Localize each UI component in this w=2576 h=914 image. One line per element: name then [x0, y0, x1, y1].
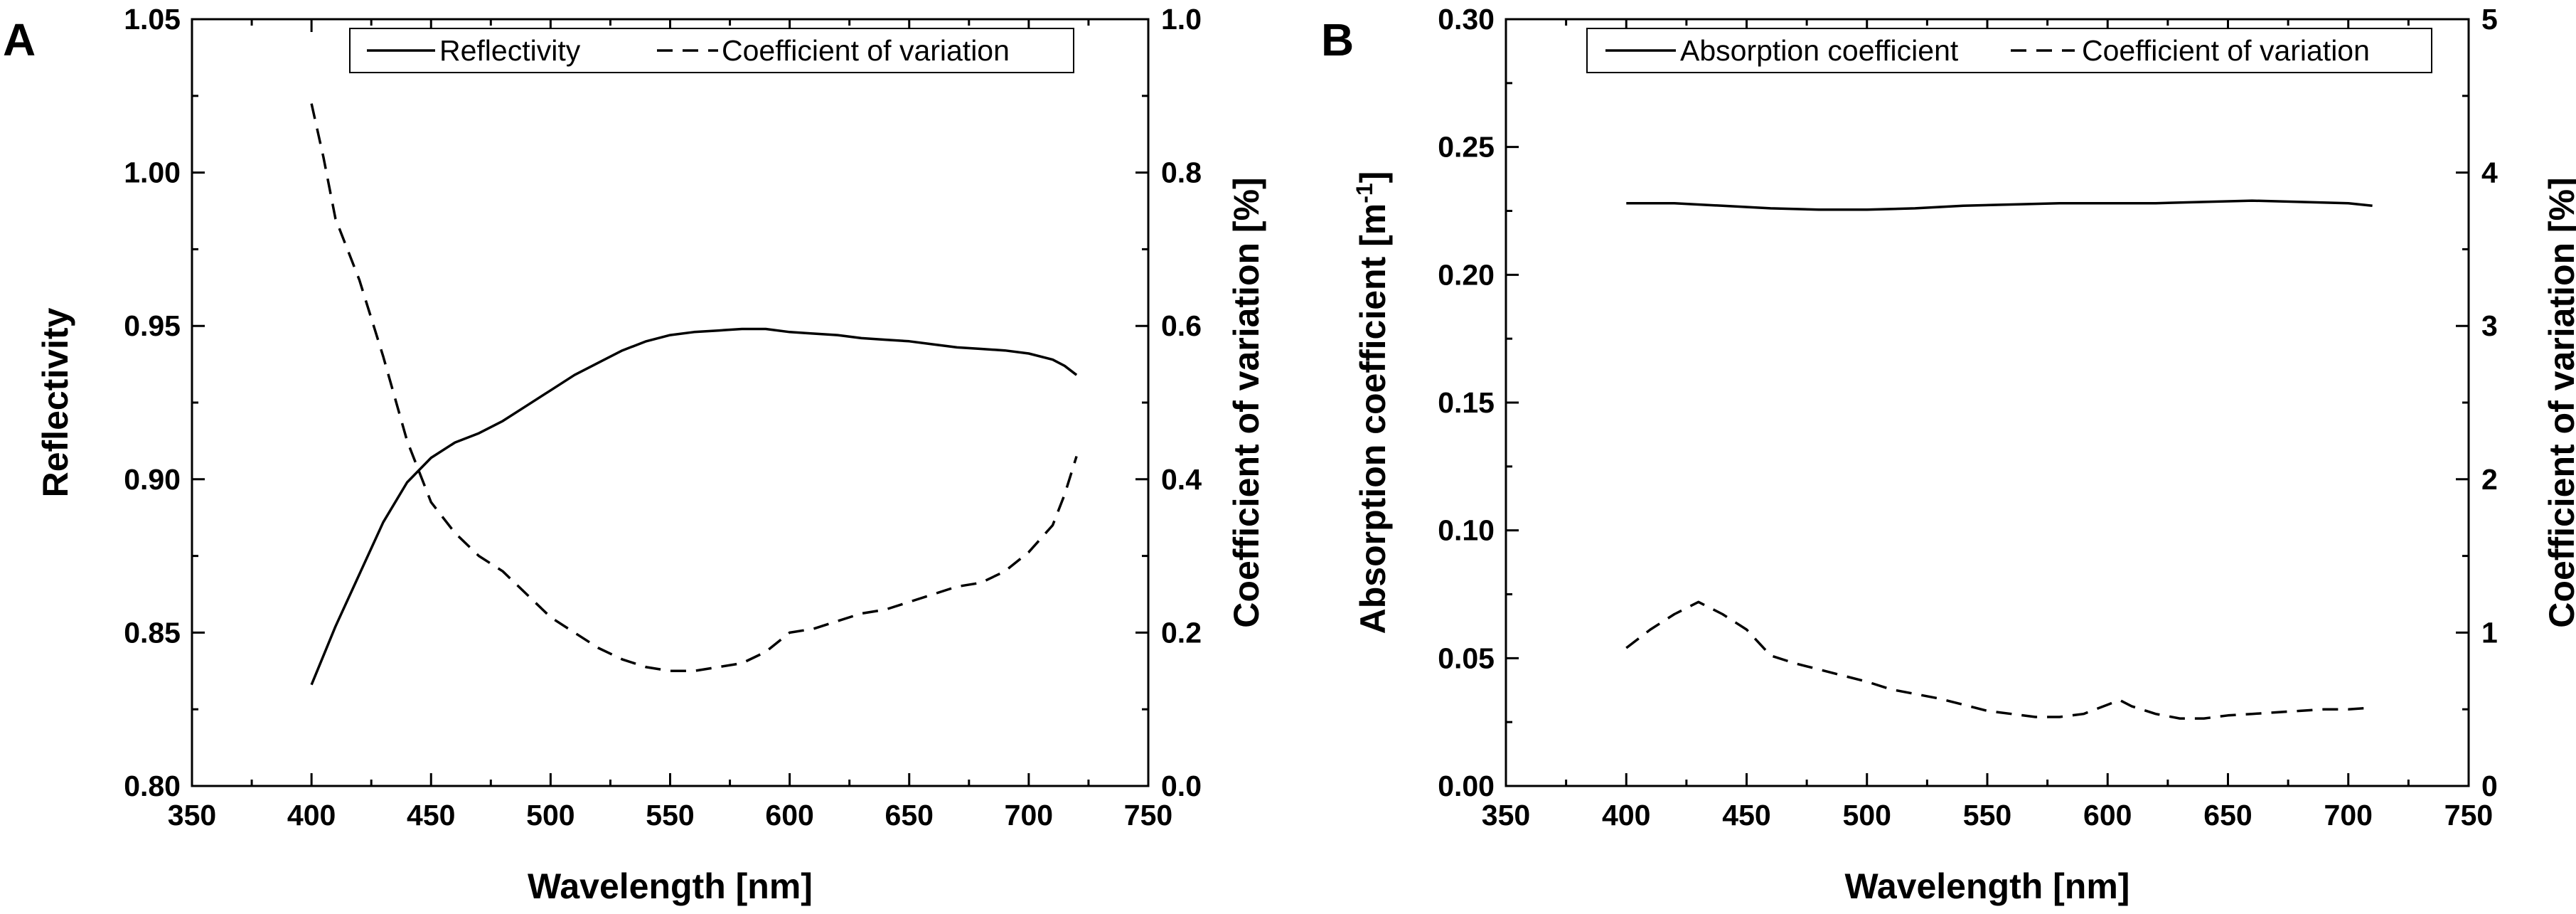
x-tick-label: 750	[1124, 799, 1172, 831]
x-axis-title: Wavelength [nm]	[528, 866, 813, 906]
legend-label: Coefficient of variation	[722, 34, 1010, 67]
x-tick-label: 600	[2083, 799, 2132, 831]
series-line-reflectivity	[310, 327, 1078, 686]
y-right-axis-title: Coefficient of variation [%]	[2542, 177, 2576, 627]
panel-label-b: B	[1321, 14, 1354, 65]
x-tick-label: 500	[526, 799, 574, 831]
y-left-tick-label: 0.05	[1438, 642, 1495, 674]
y-right-axis-title: Coefficient of variation [%]	[1226, 177, 1266, 627]
y-right-tick-label: 0.0	[1161, 770, 1202, 802]
x-tick-label: 400	[287, 799, 336, 831]
y-right-tick-label: 2	[2481, 463, 2498, 496]
y-right-tick-label: 4	[2481, 156, 2498, 189]
legend-label: Coefficient of variation	[2082, 34, 2370, 67]
y-left-axis-title-main: Absorption coefficient [m	[1353, 203, 1393, 634]
series-line-absorption-coefficient	[1626, 199, 2373, 211]
y-left-tick-label: 0.25	[1438, 131, 1495, 164]
y-right-tick-label: 1	[2481, 616, 2498, 649]
y-left-tick-label: 0.90	[124, 463, 181, 496]
y-left-axis-title: Reflectivity	[36, 307, 75, 497]
y-left-axis-title: Absorption coefficient [m-1]	[1352, 171, 1393, 634]
y-right-tick-label: 5	[2481, 3, 2498, 36]
y-right-tick-label: 0.4	[1161, 463, 1202, 496]
x-tick-label: 650	[885, 799, 934, 831]
y-right-tick-label: 0.6	[1161, 309, 1202, 342]
y-right-tick-label: 3	[2481, 309, 2498, 342]
series-line-coefficient-of-variation	[310, 103, 1078, 673]
y-left-tick-label: 1.00	[124, 156, 181, 189]
x-tick-label: 700	[2324, 799, 2373, 831]
legend-label: Reflectivity	[439, 34, 581, 67]
x-tick-label: 700	[1005, 799, 1053, 831]
legend-label: Absorption coefficient	[1680, 34, 1959, 67]
x-tick-label: 350	[168, 799, 216, 831]
plot-frame	[191, 18, 1150, 787]
series-line-coefficient-of-variation	[1625, 600, 2373, 720]
x-tick-label: 400	[1602, 799, 1650, 831]
x-tick-label: 450	[1722, 799, 1770, 831]
y-right-tick-label: 0.8	[1161, 156, 1202, 189]
x-tick-label: 750	[2444, 799, 2493, 831]
x-tick-label: 550	[646, 799, 694, 831]
y-left-tick-label: 0.00	[1438, 770, 1495, 802]
x-tick-label: 650	[2203, 799, 2252, 831]
y-left-axis-title-end: ]	[1353, 171, 1393, 184]
y-left-tick-label: 0.85	[124, 616, 181, 649]
y-right-tick-label: 0.2	[1161, 616, 1202, 649]
x-tick-label: 600	[765, 799, 813, 831]
y-left-tick-label: 0.80	[124, 770, 181, 802]
y-left-tick-label: 0.30	[1438, 3, 1495, 36]
plot-frame	[1505, 18, 2470, 787]
y-right-tick-label: 1.0	[1161, 3, 1202, 36]
panel-label-a: A	[3, 14, 36, 65]
y-left-tick-label: 0.15	[1438, 386, 1495, 419]
y-left-axis-title-sup: -1	[1352, 183, 1377, 203]
y-left-tick-label: 0.20	[1438, 258, 1495, 291]
x-tick-label: 450	[407, 799, 455, 831]
y-left-tick-label: 0.95	[124, 309, 181, 342]
legend-box	[1586, 28, 2432, 73]
x-tick-label: 350	[1482, 799, 1530, 831]
x-tick-label: 550	[1963, 799, 2011, 831]
y-right-tick-label: 0	[2481, 770, 2498, 802]
y-left-tick-label: 1.05	[124, 3, 181, 36]
x-axis-title: Wavelength [nm]	[1845, 866, 2130, 906]
y-left-tick-label: 0.10	[1438, 514, 1495, 547]
x-tick-label: 500	[1843, 799, 1891, 831]
